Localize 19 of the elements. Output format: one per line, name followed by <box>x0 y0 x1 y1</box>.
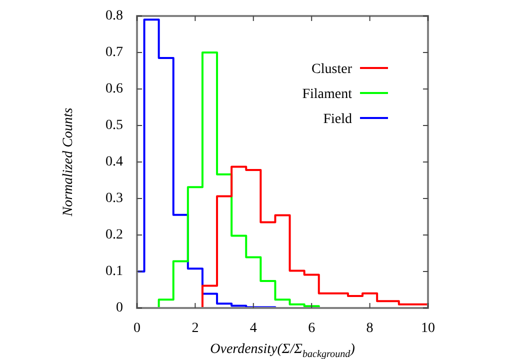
x-tick-label: 0 <box>134 321 140 336</box>
y-tick-label: 0.3 <box>106 191 123 206</box>
y-tick-label: 0.2 <box>106 228 123 243</box>
y-tick-label: 0.8 <box>106 8 123 24</box>
y-tick-label: 0.4 <box>106 154 123 170</box>
legend-label: Cluster <box>312 62 352 77</box>
y-tick-label: 0.5 <box>106 118 123 134</box>
y-axis-title: Normalized Counts <box>61 107 76 218</box>
y-tick-label: 0 <box>116 300 123 316</box>
x-tick-label: 8 <box>366 321 374 336</box>
x-tick-label: 10 <box>421 321 435 336</box>
x-tick-label: 4 <box>250 321 257 336</box>
y-tick-label: 0.7 <box>106 45 123 60</box>
x-tick-label: 6 <box>308 321 316 336</box>
x-tick-label: 2 <box>192 321 199 336</box>
y-tick-label: 0.6 <box>106 82 123 97</box>
legend-label: Filament <box>302 87 352 102</box>
y-tick-label: 0.1 <box>106 264 123 280</box>
legend-label: Field <box>323 112 352 127</box>
